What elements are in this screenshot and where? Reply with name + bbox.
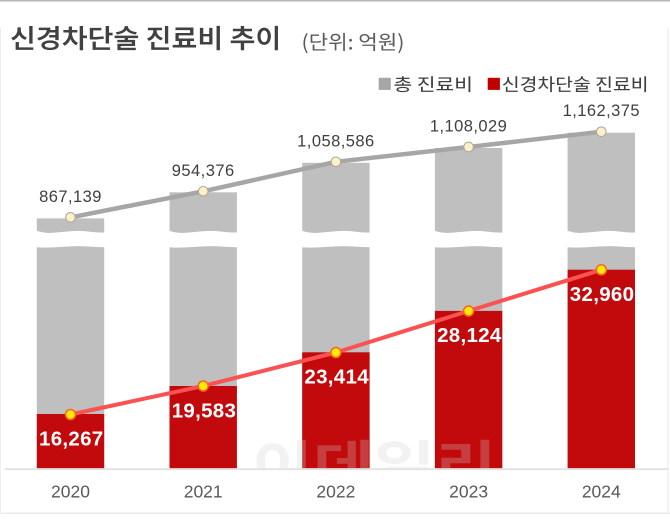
svg-text:954,376: 954,376 xyxy=(172,162,235,180)
svg-text:2020: 2020 xyxy=(51,482,90,502)
svg-text:2022: 2022 xyxy=(316,482,355,502)
svg-text:2024: 2024 xyxy=(582,482,621,502)
svg-text:16,267: 16,267 xyxy=(39,427,104,450)
svg-text:1,058,586: 1,058,586 xyxy=(297,132,374,150)
svg-text:1,162,375: 1,162,375 xyxy=(563,102,640,120)
svg-text:1,108,029: 1,108,029 xyxy=(430,118,507,136)
svg-text:28,124: 28,124 xyxy=(437,324,502,347)
svg-text:23,414: 23,414 xyxy=(304,366,369,389)
svg-text:2021: 2021 xyxy=(184,482,223,502)
svg-text:867,139: 867,139 xyxy=(39,188,102,206)
svg-text:2023: 2023 xyxy=(449,482,488,502)
svg-text:19,583: 19,583 xyxy=(172,399,237,422)
svg-text:32,960: 32,960 xyxy=(570,283,635,306)
